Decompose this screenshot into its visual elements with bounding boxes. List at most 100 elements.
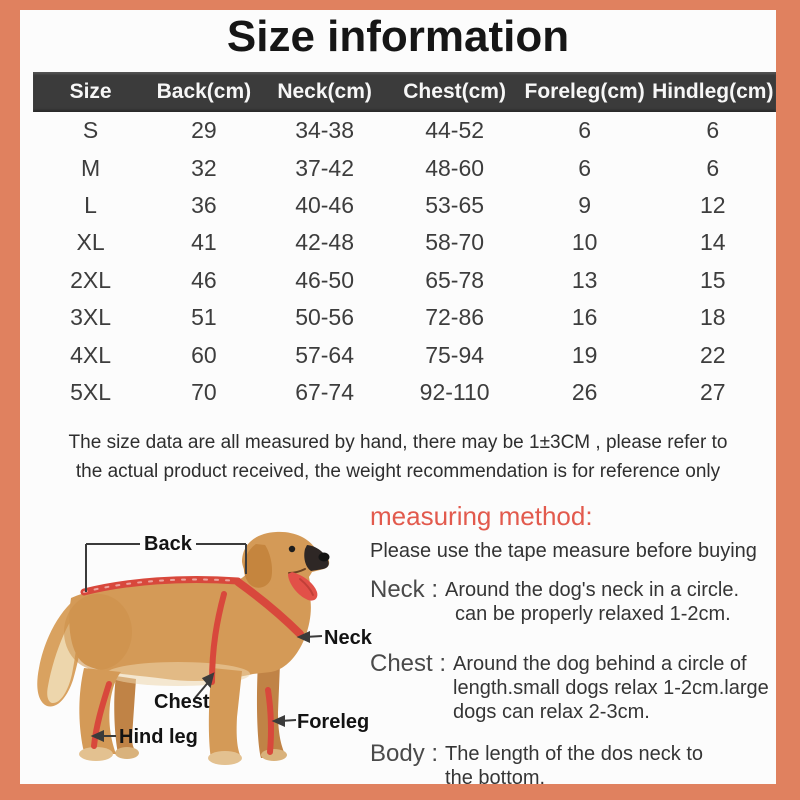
- cell-chest: 72-86: [425, 304, 485, 331]
- size-table: Size Back(cm) Neck(cm) Chest(cm) Foreleg…: [33, 72, 776, 411]
- measuring-item-chest: Chest : Around the dog behind a circle o…: [370, 652, 770, 724]
- description-line: Around the dog behind a circle of: [453, 653, 747, 675]
- cell-hindleg: 14: [699, 229, 726, 256]
- cell-foreleg: 16: [571, 304, 598, 331]
- cell-foreleg: 10: [571, 229, 598, 256]
- dog-muzzle: [304, 545, 329, 571]
- content-frame: Size information Size Back(cm) Neck(cm) …: [20, 10, 776, 789]
- diagram-label-neck: Neck: [324, 627, 372, 649]
- cell-back: 46: [191, 266, 217, 293]
- cell-foreleg: 9: [578, 191, 592, 218]
- cell-hindleg: 6: [706, 117, 720, 144]
- cell-size: S: [82, 117, 99, 144]
- col-header-neck: Neck(cm): [277, 80, 372, 103]
- cell-foreleg: 13: [571, 266, 598, 293]
- measuring-item-label: Body :: [370, 740, 439, 767]
- table-row: 2XL 46 46-50 65-78 13 15: [33, 262, 776, 299]
- back-tape: [80, 575, 242, 596]
- chest-tape: [209, 591, 227, 685]
- measuring-method-heading: measuring method:: [370, 501, 593, 531]
- diagram-label-back: Back: [140, 534, 196, 554]
- measuring-item-description: Around the dog behind a circle of length…: [453, 652, 769, 724]
- table-row: S 29 34-38 44-52 6 6: [33, 112, 776, 149]
- cell-hindleg: 22: [699, 341, 726, 368]
- cell-foreleg: 26: [571, 378, 598, 405]
- table-row: 5XL 70 67-74 92-110 26 27: [33, 374, 776, 411]
- dog-ear: [243, 544, 273, 588]
- cell-chest: 92-110: [419, 378, 490, 405]
- cell-size: M: [80, 154, 101, 181]
- cell-chest: 58-70: [425, 229, 485, 256]
- diagram-label-chest: Chest: [154, 691, 210, 713]
- dog-eye: [288, 545, 296, 553]
- cell-foreleg: 6: [578, 154, 592, 181]
- cell-back: 36: [191, 191, 217, 218]
- cell-size: 3XL: [70, 304, 112, 331]
- cell-hindleg: 12: [699, 191, 726, 218]
- diagram-label-foreleg: Foreleg: [297, 711, 370, 733]
- note-line-1: The size data are all measured by hand, …: [68, 432, 728, 453]
- measuring-item-label: Chest :: [370, 650, 447, 677]
- dog-nose: [318, 552, 330, 562]
- cell-neck: 57-64: [295, 341, 355, 368]
- annotation-lines: [85, 543, 323, 743]
- cell-chest: 48-60: [425, 154, 485, 181]
- cell-chest: 65-78: [425, 266, 485, 293]
- cell-back: 41: [191, 229, 217, 256]
- cell-back: 32: [191, 154, 217, 181]
- measuring-item-body: Body : The length of the dos neck to the…: [370, 742, 770, 790]
- note-line-2: the actual product received, the weight …: [75, 461, 721, 482]
- cell-hindleg: 27: [699, 378, 726, 405]
- measuring-item-description: The length of the dos neck to the bottom…: [445, 742, 703, 790]
- cell-neck: 46-50: [295, 266, 355, 293]
- chest-arrowhead: [201, 672, 215, 689]
- cell-back: 60: [191, 341, 217, 368]
- col-header-foreleg: Foreleg(cm): [524, 80, 645, 103]
- neck-arrowhead: [296, 630, 310, 644]
- cell-foreleg: 19: [571, 341, 598, 368]
- description-line: dogs can relax 2-3cm.: [453, 701, 650, 723]
- measuring-method-section: measuring method: Please use the tape me…: [370, 500, 770, 790]
- cell-neck: 67-74: [295, 378, 355, 405]
- cell-neck: 37-42: [295, 154, 355, 181]
- description-line: The length of the dos neck to: [445, 743, 703, 765]
- cell-size: L: [84, 191, 97, 218]
- dog-tongue: [288, 572, 318, 601]
- hindleg-tape: [91, 681, 112, 749]
- size-table-header-row: Size Back(cm) Neck(cm) Chest(cm) Foreleg…: [33, 72, 776, 112]
- table-row: 3XL 51 50-56 72-86 16 18: [33, 299, 776, 336]
- dog-measurement-diagram: Back Neck Chest Hind leg Foreleg: [28, 502, 372, 780]
- cell-back: 70: [191, 378, 217, 405]
- cell-chest: 44-52: [425, 117, 485, 144]
- cell-back: 29: [191, 117, 217, 144]
- table-row: M 32 37-42 48-60 6 6: [33, 149, 776, 186]
- description-line: length.small dogs relax 1-2cm.large: [453, 677, 769, 699]
- neck-tape: [234, 578, 304, 638]
- measuring-tape-straps: [80, 575, 304, 755]
- cell-chest: 53-65: [425, 191, 485, 218]
- cell-foreleg: 6: [578, 117, 592, 144]
- cell-back: 51: [191, 304, 217, 331]
- measuring-method-intro: Please use the tape measure before buyin…: [370, 540, 757, 562]
- col-header-chest: Chest(cm): [403, 80, 506, 103]
- cell-size: 4XL: [70, 341, 112, 368]
- cell-size: XL: [76, 229, 105, 256]
- measuring-item-neck: Neck : Around the dog's neck in a circle…: [370, 578, 770, 626]
- hindleg-arrowhead: [90, 729, 104, 743]
- col-header-hindleg: Hindleg(cm): [652, 80, 774, 103]
- table-row: 4XL 60 57-64 75-94 19 22: [33, 336, 776, 373]
- cell-chest: 75-94: [425, 341, 485, 368]
- cell-neck: 42-48: [295, 229, 355, 256]
- measurement-note: The size data are all measured by hand, …: [20, 428, 776, 486]
- measuring-item-description: Around the dog's neck in a circle. can b…: [445, 578, 739, 626]
- cell-neck: 34-38: [295, 117, 355, 144]
- description-line: Around the dog's neck in a circle.: [445, 579, 739, 601]
- col-header-back: Back(cm): [156, 80, 252, 103]
- cell-hindleg: 15: [699, 266, 726, 293]
- measuring-item-label: Neck :: [370, 576, 439, 603]
- cell-hindleg: 18: [699, 304, 726, 331]
- table-row: L 36 40-46 53-65 9 12: [33, 187, 776, 224]
- table-row: XL 41 42-48 58-70 10 14: [33, 224, 776, 261]
- cell-hindleg: 6: [706, 154, 720, 181]
